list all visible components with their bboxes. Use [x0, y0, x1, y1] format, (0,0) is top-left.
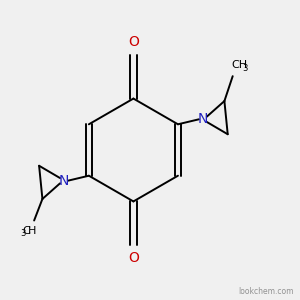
Text: 3: 3 [242, 64, 248, 73]
Text: 3: 3 [20, 229, 26, 238]
Text: N: N [198, 112, 208, 126]
Text: lookchem.com: lookchem.com [238, 287, 293, 296]
Text: N: N [59, 174, 69, 188]
Text: O: O [128, 35, 139, 50]
Text: CH: CH [231, 60, 247, 70]
Text: C: C [22, 226, 30, 236]
Text: O: O [128, 250, 139, 265]
Text: H: H [27, 226, 36, 236]
